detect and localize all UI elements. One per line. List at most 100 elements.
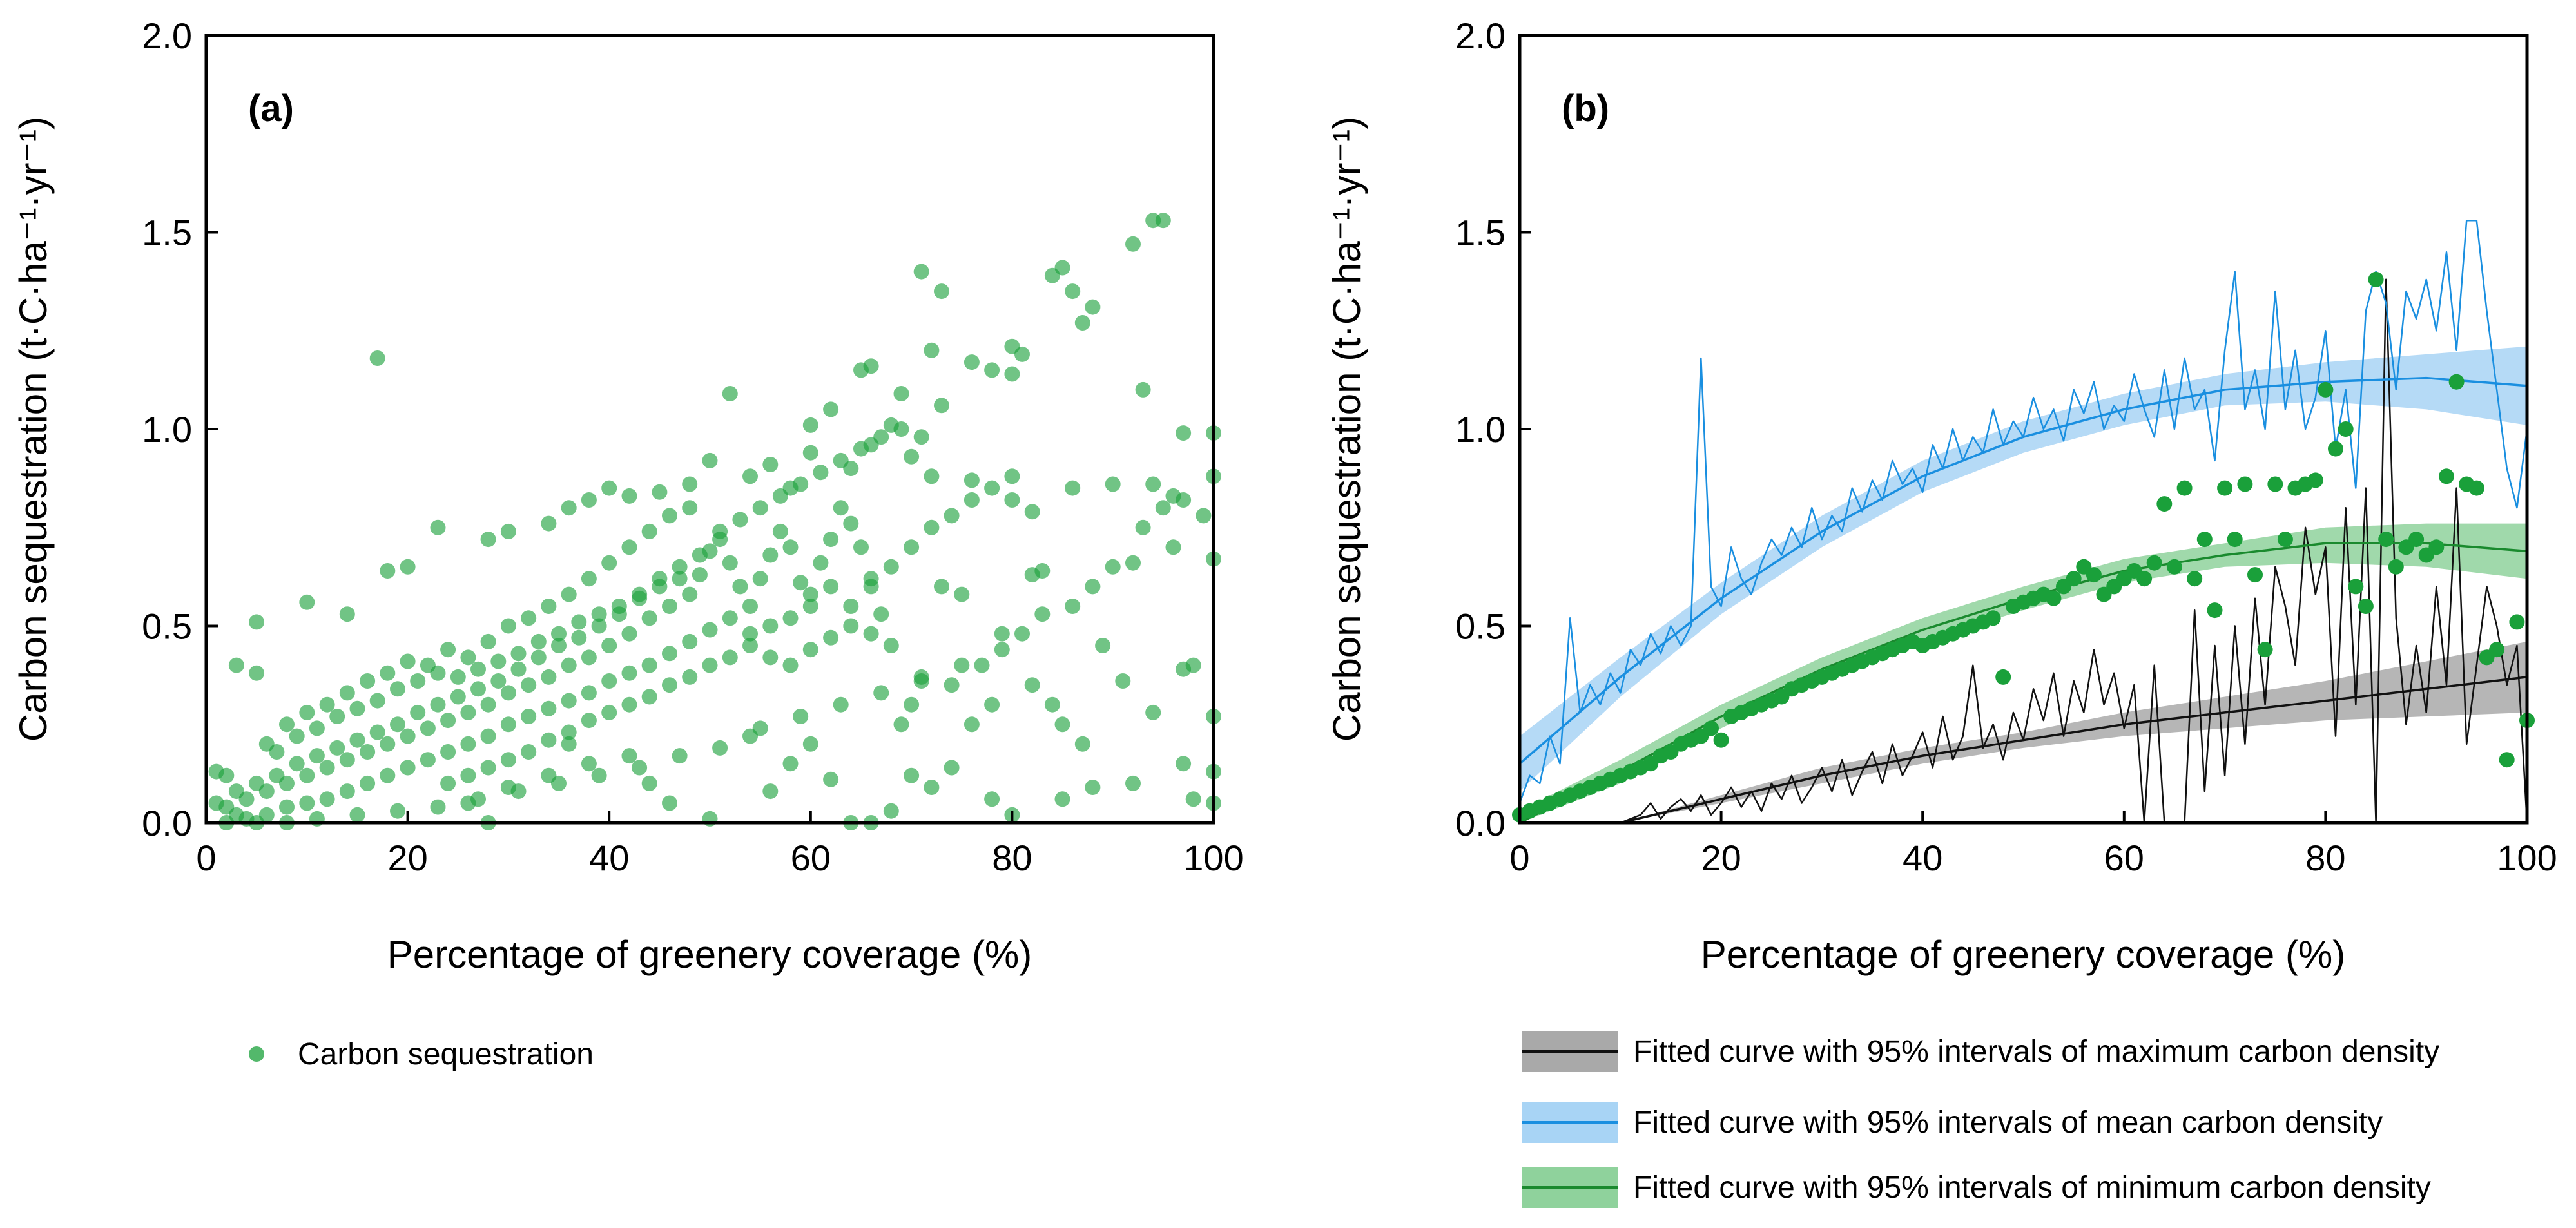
scatter-point xyxy=(1185,791,1201,807)
scatter-point xyxy=(601,555,617,571)
scatter-point xyxy=(621,626,637,642)
scatter-point xyxy=(944,508,960,524)
scatter-point xyxy=(742,468,758,484)
fitted-curve-mean xyxy=(1518,376,2528,765)
scatter-point xyxy=(349,807,365,823)
minimum-data-point xyxy=(2388,559,2404,575)
scatter-point xyxy=(591,618,607,634)
scatter-point xyxy=(652,484,668,500)
scatter-point xyxy=(1065,480,1081,496)
scatter-point xyxy=(339,752,355,768)
legend-label-max: Fitted curve with 95% intervals of maxim… xyxy=(1633,1035,2439,1069)
scatter-point xyxy=(541,732,557,748)
scatter-point xyxy=(793,575,809,591)
scatter-point xyxy=(611,599,627,614)
scatter-point xyxy=(672,748,688,764)
minimum-data-point xyxy=(2237,476,2253,492)
minimum-data-point xyxy=(2348,579,2364,595)
minimum-data-point xyxy=(1713,732,1729,748)
minimum-data-point xyxy=(2439,468,2454,484)
scatter-point xyxy=(420,752,436,768)
minimum-data-point xyxy=(2196,532,2213,548)
scatter-point xyxy=(299,594,315,610)
scatter-point xyxy=(823,579,839,595)
scatter-point xyxy=(581,685,597,701)
scatter-point xyxy=(843,515,859,532)
scatter-point xyxy=(390,681,405,697)
scatter-point xyxy=(863,579,879,595)
scatter-point xyxy=(430,799,446,815)
scatter-point xyxy=(802,445,818,461)
scatter-point xyxy=(1065,599,1081,614)
scatter-point xyxy=(339,783,355,800)
scatter-point xyxy=(561,736,577,752)
scatter-point xyxy=(793,709,809,724)
scatter-point xyxy=(269,744,285,760)
legend-label-min: Fitted curve with 95% intervals of minim… xyxy=(1633,1171,2431,1205)
scatter-point xyxy=(289,756,305,772)
panel-b: 0 20 40 60 80 100 0.0 0.5 1.0 1.5 2.0 (b) Percenta… xyxy=(1325,15,2557,1208)
scatter-point xyxy=(521,709,537,724)
minimum-data-point xyxy=(2328,441,2343,457)
scatter-point xyxy=(833,452,849,468)
panel-a-label: (a) xyxy=(248,88,294,130)
scatter-point xyxy=(279,799,295,815)
scatter-point xyxy=(1024,677,1040,693)
scatter-point xyxy=(873,606,889,622)
scatter-point xyxy=(400,728,416,744)
scatter-point xyxy=(863,626,879,642)
scatter-point xyxy=(752,720,768,736)
scatter-point xyxy=(420,720,436,736)
scatter-point xyxy=(1145,476,1161,492)
scatter-point xyxy=(440,744,456,760)
minimum-data-point xyxy=(2448,374,2465,390)
panel-a-x-axis-label: Percentage of greenery coverage (%) xyxy=(387,933,1032,976)
scatter-point xyxy=(581,649,597,666)
scatter-point xyxy=(893,421,909,437)
scatter-point xyxy=(460,767,476,783)
scatter-point xyxy=(1176,661,1192,677)
scatter-point xyxy=(339,685,355,701)
legend-marker-carbon-sequestration xyxy=(249,1046,264,1062)
scatter-point xyxy=(591,767,607,783)
scatter-point xyxy=(742,599,758,614)
minimum-data-point xyxy=(2086,567,2102,583)
scatter-point xyxy=(380,767,396,783)
minimum-data-point xyxy=(2489,642,2505,658)
scatter-point xyxy=(782,657,799,673)
scatter-point xyxy=(984,362,1000,378)
scatter-point xyxy=(450,689,466,705)
scatter-point xyxy=(1065,283,1081,300)
scatter-point xyxy=(440,642,456,658)
minimum-data-point xyxy=(2307,472,2323,488)
scatter-point xyxy=(319,791,335,807)
scatter-point xyxy=(541,700,557,716)
scatter-point xyxy=(551,775,567,791)
scatter-point xyxy=(1085,299,1101,315)
scatter-point xyxy=(652,571,668,587)
panel-a-scatter-points xyxy=(208,213,1221,830)
minimum-data-point xyxy=(2277,532,2293,548)
scatter-point xyxy=(521,677,537,693)
scatter-point xyxy=(712,740,728,756)
scatter-point xyxy=(722,610,738,626)
scatter-point xyxy=(732,579,748,595)
scatter-point xyxy=(249,665,265,681)
scatter-point xyxy=(662,795,677,811)
scatter-point xyxy=(1115,673,1131,689)
scatter-point xyxy=(662,646,677,662)
scatter-point xyxy=(1176,756,1192,772)
scatter-point xyxy=(369,350,385,366)
panel-b-x-tick-label: 0 xyxy=(1509,838,1529,878)
scatter-point xyxy=(762,547,779,563)
scatter-point xyxy=(601,638,617,653)
scatter-point xyxy=(994,626,1010,642)
panel-a-x-tick-label: 100 xyxy=(1183,838,1243,878)
scatter-point xyxy=(380,563,396,579)
scatter-point xyxy=(500,685,516,701)
scatter-point xyxy=(541,599,557,614)
scatter-point xyxy=(309,748,325,764)
legend-label-carbon-sequestration: Carbon sequestration xyxy=(298,1037,594,1071)
panel-a-y-tick-label: 2.0 xyxy=(142,15,192,56)
scatter-point xyxy=(299,704,315,720)
